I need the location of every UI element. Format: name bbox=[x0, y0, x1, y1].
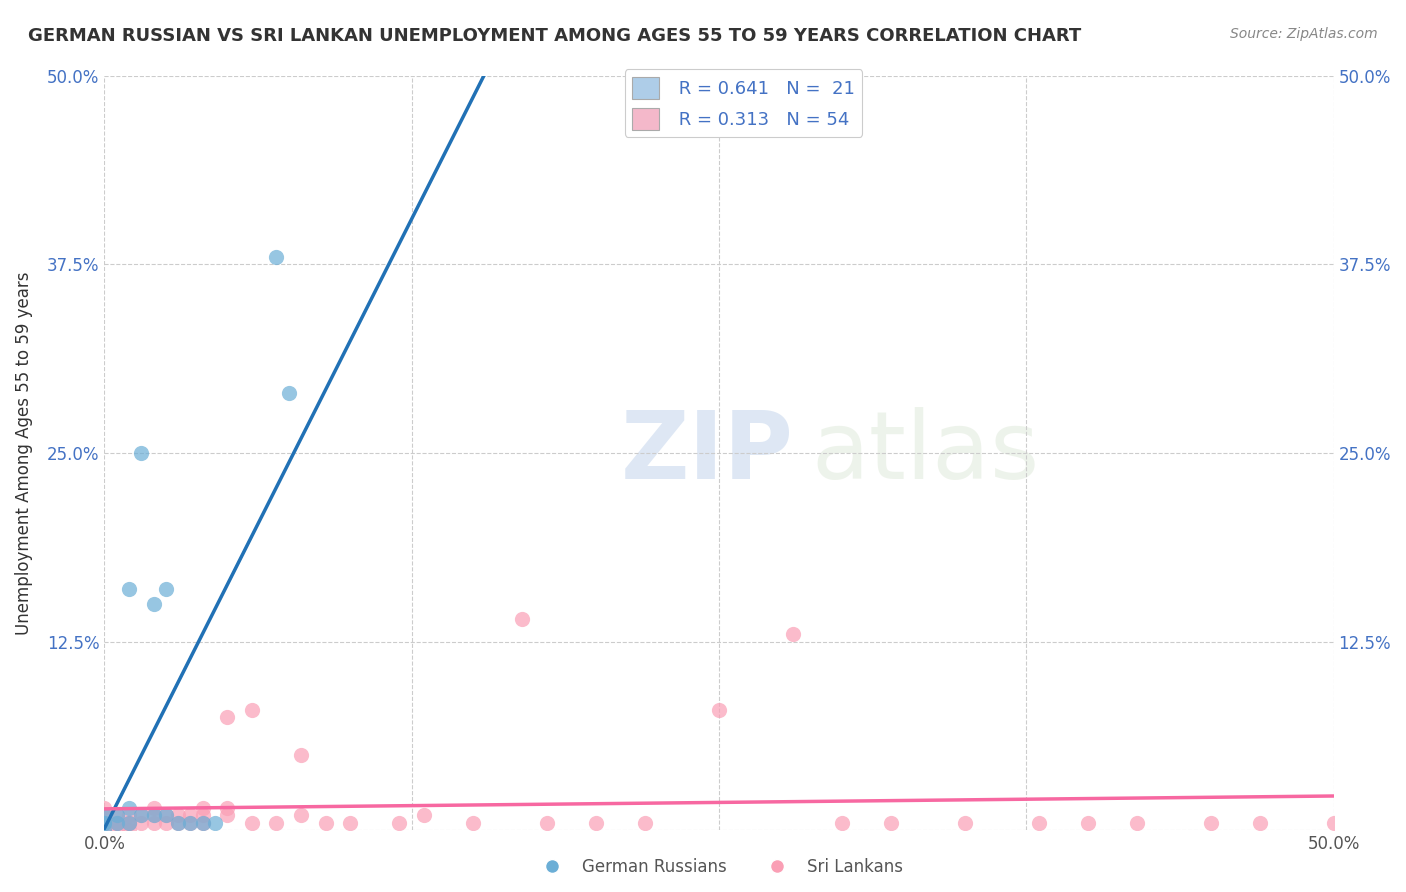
Point bbox=[93, 823, 115, 838]
Point bbox=[129, 808, 152, 822]
Point bbox=[1126, 815, 1149, 830]
Point bbox=[634, 815, 657, 830]
Point bbox=[461, 815, 484, 830]
Point bbox=[217, 710, 239, 724]
Point bbox=[142, 808, 165, 822]
Point bbox=[167, 815, 190, 830]
Y-axis label: Unemployment Among Ages 55 to 59 years: Unemployment Among Ages 55 to 59 years bbox=[15, 271, 32, 635]
Point bbox=[217, 808, 239, 822]
Point bbox=[93, 823, 115, 838]
Point bbox=[93, 815, 115, 830]
Text: atlas: atlas bbox=[811, 407, 1039, 499]
Point bbox=[118, 815, 141, 830]
Point bbox=[1199, 815, 1222, 830]
Point bbox=[155, 582, 177, 596]
Point bbox=[204, 815, 226, 830]
Text: Source: ZipAtlas.com: Source: ZipAtlas.com bbox=[1230, 27, 1378, 41]
Point bbox=[105, 815, 128, 830]
Point bbox=[118, 582, 141, 596]
Point bbox=[290, 747, 312, 762]
Point bbox=[191, 815, 214, 830]
Point bbox=[93, 815, 115, 830]
Point bbox=[240, 703, 263, 717]
Point bbox=[155, 815, 177, 830]
Point bbox=[155, 808, 177, 822]
Legend: German Russians, Sri Lankans: German Russians, Sri Lankans bbox=[529, 851, 910, 882]
Text: ZIP: ZIP bbox=[620, 407, 793, 499]
Point bbox=[388, 815, 411, 830]
Point bbox=[880, 815, 903, 830]
Point bbox=[240, 815, 263, 830]
Point bbox=[105, 815, 128, 830]
Point bbox=[290, 808, 312, 822]
Point bbox=[1028, 815, 1050, 830]
Point bbox=[585, 815, 607, 830]
Point bbox=[277, 385, 299, 400]
Point bbox=[129, 815, 152, 830]
Point bbox=[179, 808, 201, 822]
Point bbox=[413, 808, 436, 822]
Point bbox=[831, 815, 853, 830]
Point bbox=[1077, 815, 1099, 830]
Point bbox=[93, 801, 115, 815]
Point bbox=[179, 815, 201, 830]
Point bbox=[105, 823, 128, 838]
Point bbox=[707, 703, 730, 717]
Point bbox=[142, 815, 165, 830]
Point bbox=[93, 808, 115, 822]
Point bbox=[118, 801, 141, 815]
Point bbox=[217, 801, 239, 815]
Point bbox=[118, 808, 141, 822]
Point bbox=[191, 808, 214, 822]
Point bbox=[339, 815, 361, 830]
Point bbox=[118, 823, 141, 838]
Point bbox=[129, 808, 152, 822]
Point bbox=[191, 801, 214, 815]
Point bbox=[142, 801, 165, 815]
Point bbox=[167, 815, 190, 830]
Point bbox=[105, 808, 128, 822]
Point bbox=[510, 612, 533, 626]
Point bbox=[105, 808, 128, 822]
Point bbox=[782, 627, 804, 641]
Point bbox=[953, 815, 976, 830]
Point bbox=[118, 815, 141, 830]
Point bbox=[93, 815, 115, 830]
Point bbox=[266, 815, 288, 830]
Point bbox=[105, 815, 128, 830]
Point bbox=[315, 815, 337, 830]
Point bbox=[142, 808, 165, 822]
Point bbox=[266, 250, 288, 264]
Point bbox=[155, 808, 177, 822]
Point bbox=[167, 808, 190, 822]
Point bbox=[118, 815, 141, 830]
Point bbox=[536, 815, 558, 830]
Text: GERMAN RUSSIAN VS SRI LANKAN UNEMPLOYMENT AMONG AGES 55 TO 59 YEARS CORRELATION : GERMAN RUSSIAN VS SRI LANKAN UNEMPLOYMEN… bbox=[28, 27, 1081, 45]
Point bbox=[93, 808, 115, 822]
Point bbox=[191, 815, 214, 830]
Point bbox=[142, 597, 165, 611]
Point bbox=[179, 815, 201, 830]
Point bbox=[1322, 815, 1344, 830]
Point bbox=[1249, 815, 1271, 830]
Point bbox=[129, 446, 152, 460]
